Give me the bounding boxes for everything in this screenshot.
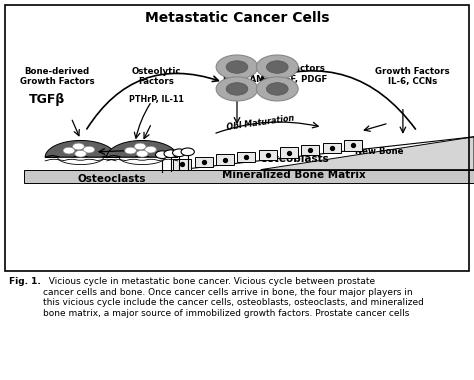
Circle shape [164, 150, 177, 158]
Circle shape [125, 147, 137, 154]
FancyBboxPatch shape [195, 157, 213, 167]
Text: Growth Factors
IL-6, CCNs: Growth Factors IL-6, CCNs [375, 67, 450, 86]
Circle shape [266, 83, 288, 95]
Text: Osteoclasts: Osteoclasts [77, 174, 146, 184]
Polygon shape [107, 141, 178, 159]
FancyBboxPatch shape [173, 159, 191, 169]
Text: Fig. 1.: Fig. 1. [9, 277, 41, 287]
Circle shape [83, 146, 95, 153]
Polygon shape [261, 137, 474, 169]
Circle shape [63, 147, 75, 154]
Text: Metastatic Cancer Cells: Metastatic Cancer Cells [145, 11, 329, 25]
Polygon shape [24, 169, 474, 183]
FancyBboxPatch shape [216, 155, 234, 165]
Polygon shape [119, 157, 165, 165]
Circle shape [256, 77, 298, 101]
Text: Bone-derived
Growth Factors: Bone-derived Growth Factors [19, 67, 94, 86]
FancyBboxPatch shape [323, 142, 341, 153]
Circle shape [155, 151, 169, 158]
Text: Vicious cycle in metastatic bone cancer. Vicious cycle between prostate
cancer c: Vicious cycle in metastatic bone cancer.… [43, 277, 423, 318]
Text: New Bone: New Bone [355, 147, 403, 156]
Circle shape [134, 143, 146, 150]
Circle shape [173, 149, 186, 157]
Circle shape [75, 150, 86, 157]
Text: PTHrP, IL-11: PTHrP, IL-11 [129, 95, 184, 104]
Circle shape [137, 150, 148, 157]
Text: Osteolytic
Factors: Osteolytic Factors [132, 67, 181, 86]
Circle shape [145, 146, 156, 153]
Text: Osteoblastic Factors
ET-1, AM, VEGF, PDGF: Osteoblastic Factors ET-1, AM, VEGF, PDG… [223, 64, 327, 84]
Circle shape [226, 61, 248, 73]
Text: Mineralized Bone Matrix: Mineralized Bone Matrix [222, 170, 366, 180]
Circle shape [256, 55, 298, 79]
Polygon shape [58, 157, 103, 165]
FancyBboxPatch shape [259, 150, 277, 160]
Text: Osteoblasts: Osteoblasts [259, 154, 329, 164]
Circle shape [226, 83, 248, 95]
Circle shape [216, 55, 258, 79]
Circle shape [181, 148, 194, 156]
Text: Obl Maturation: Obl Maturation [226, 114, 295, 132]
Circle shape [266, 61, 288, 73]
FancyBboxPatch shape [280, 147, 298, 158]
FancyBboxPatch shape [344, 140, 362, 150]
FancyBboxPatch shape [301, 145, 319, 155]
FancyBboxPatch shape [237, 152, 255, 163]
Text: TGFβ: TGFβ [29, 93, 65, 106]
Circle shape [73, 143, 84, 150]
Polygon shape [45, 141, 116, 159]
Circle shape [216, 77, 258, 101]
